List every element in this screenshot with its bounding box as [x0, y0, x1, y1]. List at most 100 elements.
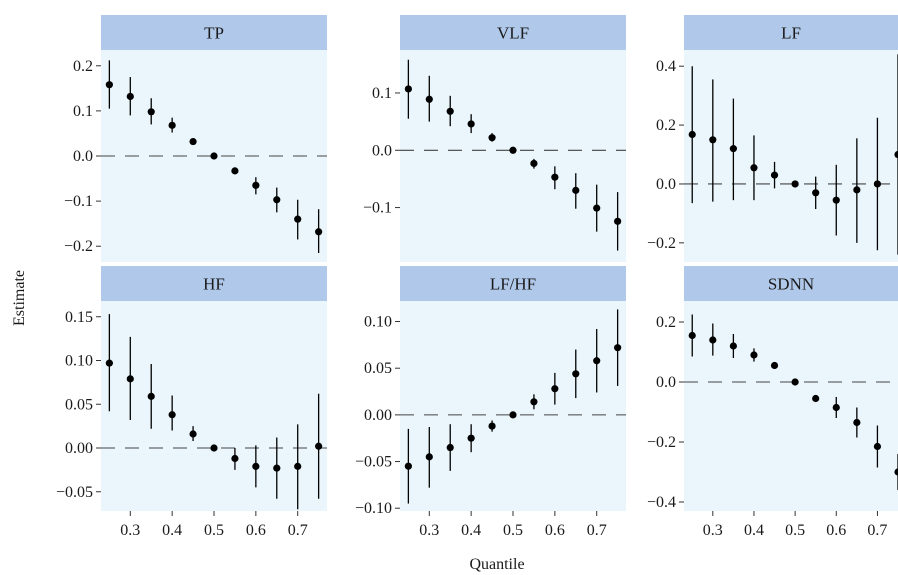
x-tick-label: 0.5: [785, 522, 805, 539]
strip-background: [684, 15, 898, 50]
y-tick-label: −0.05: [56, 484, 93, 501]
data-point: [273, 464, 281, 472]
y-tick-label: 0.15: [65, 309, 93, 326]
facet-tp: TP −0.2 −0.1 0.0 0.1 0.2: [64, 15, 327, 262]
data-point: [488, 134, 496, 142]
y-tick-label: 0.05: [364, 360, 392, 377]
data-point: [252, 462, 260, 470]
y-tick-label: −0.2: [647, 235, 676, 252]
data-point: [509, 411, 517, 419]
plot-area: [101, 314, 327, 510]
data-point: [294, 462, 302, 470]
data-point: [530, 398, 538, 406]
x-tick-label: 0.5: [204, 522, 224, 539]
x-tick-label: 0.4: [744, 522, 764, 539]
data-point: [126, 92, 134, 101]
facet-vlf: VLF −0.1 0.0 0.1: [363, 15, 626, 262]
x-tick-label: 0.5: [503, 522, 523, 539]
y-tick-label: −0.4: [647, 494, 676, 511]
y-tick-label: 0.0: [372, 142, 392, 159]
data-point: [273, 196, 281, 204]
y-tick-label: 0.00: [65, 440, 93, 457]
data-point: [791, 180, 799, 188]
strip-background: [684, 266, 898, 301]
y-tick-label: −0.05: [355, 454, 392, 471]
data-point: [614, 344, 622, 352]
plot-area: [400, 309, 626, 504]
data-point: [530, 159, 538, 168]
strip-background: [101, 15, 327, 50]
y-tick-label: 0.10: [65, 353, 93, 370]
data-point: [551, 173, 559, 181]
x-tick-label: 0.7: [288, 522, 308, 539]
data-point: [593, 204, 601, 212]
data-point: [551, 385, 559, 393]
y-tick-label: −0.10: [355, 500, 392, 517]
y-tick-label: −0.1: [64, 193, 93, 210]
data-point: [210, 444, 218, 452]
data-point: [729, 342, 737, 350]
data-point: [168, 411, 176, 419]
panel-background: [101, 301, 327, 511]
data-point: [189, 137, 197, 146]
x-tick-label: 0.7: [587, 522, 607, 539]
data-point: [873, 442, 882, 451]
x-axis-title: Quantile: [469, 556, 524, 573]
data-point: [189, 430, 197, 438]
plot-area: [101, 60, 327, 253]
y-tick-label: 0.1: [73, 103, 93, 120]
y-tick-label: 0.2: [73, 58, 93, 75]
strip-label: LF: [781, 24, 801, 43]
data-point: [509, 146, 517, 154]
data-point: [873, 180, 882, 188]
plot-area: [400, 59, 626, 251]
strip-label: SDNN: [768, 275, 814, 294]
x-tick-label: 0.3: [419, 522, 439, 539]
data-point: [853, 418, 861, 427]
data-point: [231, 167, 239, 175]
y-tick-label: 0.10: [364, 314, 392, 331]
data-point: [593, 357, 601, 365]
y-tick-label: −0.2: [647, 434, 676, 451]
data-point: [709, 336, 717, 344]
panel-background: [400, 50, 626, 262]
facet-panels: TP −0.2 −0.1 0.0 0.1 0.2 VLF −0.1 0.0 0.1 LF −0.2 0.…: [56, 15, 898, 539]
strip-label: VLF: [497, 24, 529, 43]
data-point: [210, 152, 218, 160]
data-point: [750, 164, 758, 172]
data-point: [894, 468, 898, 476]
data-point: [168, 121, 176, 129]
y-axis-title: Estimate: [11, 270, 28, 326]
data-point: [614, 217, 622, 225]
data-point: [252, 181, 260, 189]
data-point: [572, 186, 580, 194]
strip-background: [101, 266, 327, 301]
data-point: [572, 370, 580, 378]
data-point: [147, 392, 155, 400]
y-tick-label: 0.0: [656, 374, 676, 391]
panel-background: [684, 301, 898, 511]
data-point: [770, 361, 779, 370]
data-point: [425, 453, 433, 461]
y-tick-label: 0.1: [372, 85, 392, 102]
y-tick-label: 0.2: [656, 117, 676, 134]
data-point: [231, 454, 239, 463]
y-tick-label: 0.2: [656, 314, 676, 331]
data-point: [315, 442, 323, 450]
data-point: [404, 85, 412, 93]
strip-background: [400, 15, 626, 50]
x-tick-label: 0.3: [703, 522, 723, 539]
data-point: [688, 331, 696, 340]
data-point: [467, 120, 475, 128]
data-point: [832, 403, 840, 412]
strip-background: [400, 266, 626, 301]
facet-hf: HF −0.05 0.00 0.05 0.10 0.15 0.3 0.4 0.5 0.6 0.7: [56, 266, 327, 539]
y-tick-label: −0.1: [363, 200, 392, 217]
x-tick-label: 0.7: [867, 522, 887, 539]
y-tick-label: −0.2: [64, 238, 93, 255]
y-tick-label: 0.0: [656, 176, 676, 193]
y-tick-label: 0.00: [364, 407, 392, 424]
plot-area: [684, 314, 898, 490]
x-tick-label: 0.6: [545, 522, 565, 539]
data-point: [894, 150, 898, 159]
